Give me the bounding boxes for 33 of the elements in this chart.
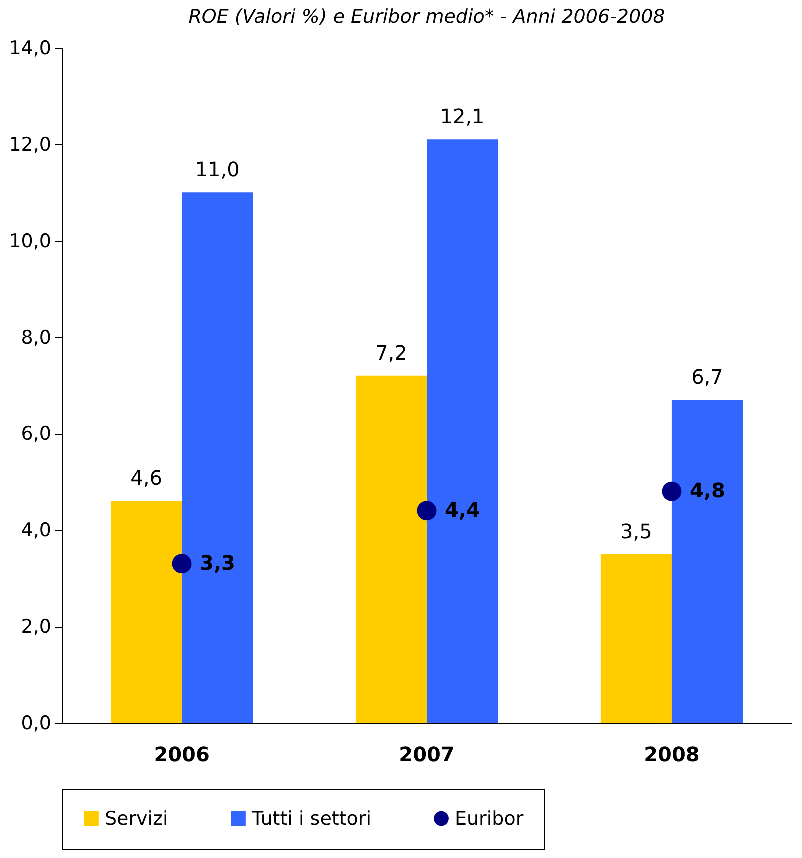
chart-title: ROE (Valori %) e Euribor medio* - Anni 2006-2008 — [188, 6, 666, 28]
legend-label: Euribor — [455, 808, 524, 830]
bar — [600, 554, 672, 723]
legend-label: Tutti i settori — [251, 808, 372, 830]
data-label: 4,8 — [690, 478, 726, 503]
y-tick-label: 6,0 — [21, 423, 52, 446]
data-label: 3,5 — [620, 519, 652, 544]
data-label: 7,2 — [376, 340, 408, 365]
y-tick-label: 10,0 — [9, 230, 52, 252]
bar — [110, 501, 182, 723]
data-label: 11,0 — [195, 158, 240, 182]
y-tick-label: 0,0 — [21, 712, 52, 734]
point — [662, 482, 682, 502]
y-tick-label: 8,0 — [21, 326, 52, 349]
y-tick-label: 12,0 — [9, 134, 52, 156]
y-tick-label: 14,0 — [9, 38, 52, 60]
data-label: 3,3 — [200, 550, 236, 575]
bar — [356, 376, 427, 723]
point — [417, 501, 437, 521]
y-tick-label: 2,0 — [21, 616, 52, 638]
x-tick-label: 2006 — [154, 742, 210, 766]
data-label: 6,7 — [692, 364, 724, 389]
y-tick-label: 4,0 — [21, 520, 52, 542]
data-label: 4,6 — [130, 466, 162, 490]
bar — [182, 192, 254, 723]
point — [172, 554, 192, 574]
data-label: 12,1 — [440, 104, 485, 129]
legend-label: Servizi — [105, 808, 168, 830]
bar — [427, 140, 498, 723]
x-tick-label: 2007 — [399, 742, 455, 766]
data-label: 4,4 — [445, 498, 480, 522]
x-tick-label: 2008 — [644, 742, 700, 766]
bar — [672, 400, 744, 723]
